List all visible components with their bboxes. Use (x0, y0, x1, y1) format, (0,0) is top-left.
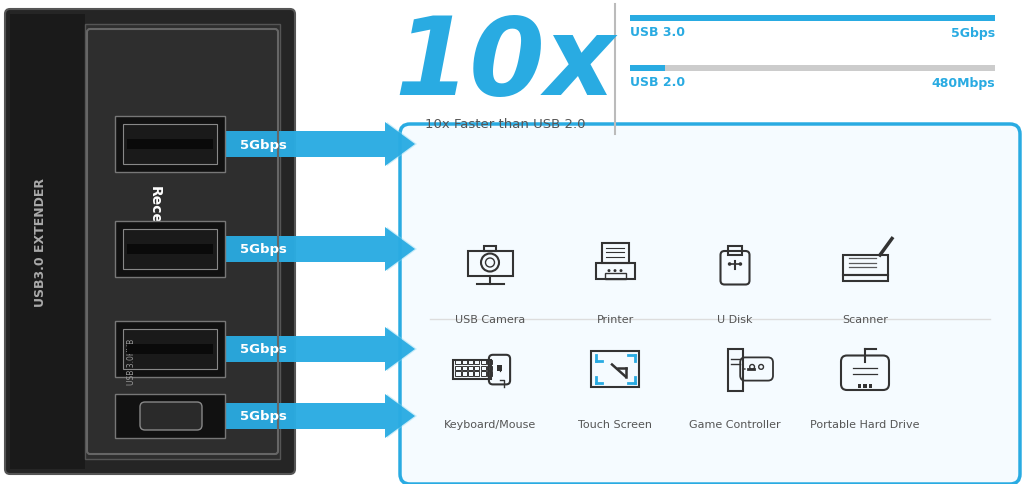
Bar (115, 321, 225, 377)
Bar (462, 366, 467, 370)
Bar (843, 256, 888, 275)
Text: 10x Faster than USB 2.0: 10x Faster than USB 2.0 (425, 118, 586, 131)
Bar (10, 15, 85, 469)
Bar (480, 360, 485, 364)
Bar (484, 246, 496, 251)
Bar (115, 394, 225, 438)
Bar (486, 372, 492, 376)
Bar (498, 365, 502, 371)
FancyBboxPatch shape (5, 10, 295, 474)
Bar (456, 366, 461, 370)
Polygon shape (227, 327, 417, 371)
Polygon shape (227, 123, 417, 166)
FancyBboxPatch shape (400, 125, 1020, 484)
Bar (456, 360, 461, 364)
Text: Printer: Printer (596, 314, 634, 324)
Bar (127, 244, 213, 255)
Text: USB 2.0: USB 2.0 (630, 76, 685, 90)
Bar (123, 125, 217, 165)
Bar (468, 372, 473, 376)
Bar (630, 66, 665, 72)
Circle shape (738, 263, 742, 266)
Bar (462, 372, 467, 376)
Text: USB 3.0HUB: USB 3.0HUB (128, 338, 136, 384)
Bar (863, 384, 866, 388)
Text: Receiver: Receiver (148, 185, 162, 253)
Bar (123, 229, 217, 270)
Bar (468, 366, 473, 370)
Bar (630, 16, 995, 22)
Text: Portable Hard Drive: Portable Hard Drive (810, 419, 920, 429)
FancyBboxPatch shape (140, 402, 202, 430)
Bar (486, 360, 492, 364)
Bar (127, 140, 213, 150)
Bar (868, 384, 872, 388)
Bar (728, 246, 741, 256)
Bar (474, 372, 479, 376)
Bar (474, 360, 479, 364)
Text: 5Gbps: 5Gbps (240, 138, 287, 151)
Polygon shape (225, 123, 415, 166)
Bar (596, 263, 635, 279)
Bar (480, 372, 485, 376)
Polygon shape (225, 327, 415, 371)
Text: 5Gbps: 5Gbps (240, 243, 287, 256)
Bar (115, 117, 225, 173)
Text: Touch Screen: Touch Screen (578, 419, 652, 429)
Bar (115, 222, 225, 277)
Bar (468, 360, 473, 364)
Bar (486, 366, 492, 370)
Text: Keyboard/Mouse: Keyboard/Mouse (443, 419, 537, 429)
Polygon shape (227, 394, 417, 438)
Text: U Disk: U Disk (717, 314, 753, 324)
Text: 480Mbps: 480Mbps (932, 76, 995, 90)
Bar (480, 366, 485, 370)
Text: USB3.0 EXTENDER: USB3.0 EXTENDER (34, 178, 46, 306)
Circle shape (613, 270, 616, 272)
Bar (123, 329, 217, 369)
Bar (727, 349, 742, 391)
Bar (604, 273, 626, 279)
Circle shape (607, 270, 610, 272)
Polygon shape (225, 227, 415, 272)
Text: 5Gbps: 5Gbps (951, 27, 995, 39)
Bar (601, 243, 629, 263)
Bar (85, 25, 280, 459)
Text: Scanner: Scanner (842, 314, 888, 324)
Bar (858, 384, 861, 388)
Polygon shape (227, 227, 417, 272)
Circle shape (728, 263, 731, 266)
Bar (453, 360, 490, 379)
Bar (456, 372, 461, 376)
Circle shape (620, 270, 623, 272)
Text: 5Gbps: 5Gbps (240, 343, 287, 356)
Bar (843, 275, 888, 281)
Bar (462, 360, 467, 364)
Text: Game Controller: Game Controller (689, 419, 781, 429)
Polygon shape (225, 394, 415, 438)
Bar (630, 66, 995, 72)
Bar (127, 344, 213, 354)
Text: 10x: 10x (394, 12, 615, 118)
Text: USB 3.0: USB 3.0 (630, 27, 685, 39)
Text: USB Camera: USB Camera (455, 314, 525, 324)
Bar (474, 366, 479, 370)
Bar (468, 251, 512, 276)
Bar (591, 351, 639, 387)
Text: 5Gbps: 5Gbps (240, 409, 287, 423)
